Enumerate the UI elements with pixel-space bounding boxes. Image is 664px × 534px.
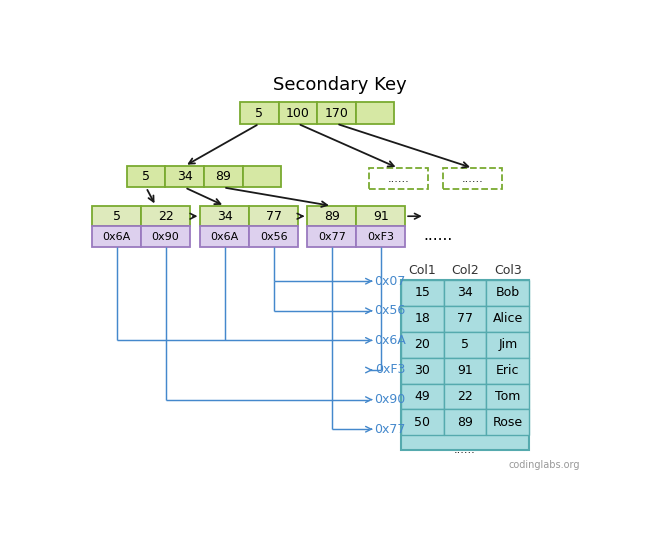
Text: 0x07: 0x07 [374, 274, 406, 288]
Text: 89: 89 [324, 210, 340, 223]
FancyBboxPatch shape [201, 206, 249, 226]
Text: 30: 30 [414, 364, 430, 377]
FancyBboxPatch shape [307, 206, 357, 226]
Text: 0x6A: 0x6A [374, 334, 406, 347]
Text: 89: 89 [457, 416, 473, 429]
Text: 22: 22 [158, 210, 173, 223]
Text: 100: 100 [286, 106, 310, 120]
Text: codinglabs.org: codinglabs.org [508, 460, 580, 470]
Text: 0x77: 0x77 [374, 423, 406, 436]
Text: 0x6A: 0x6A [210, 232, 239, 242]
Text: 0x56: 0x56 [260, 232, 288, 242]
FancyBboxPatch shape [357, 226, 405, 247]
FancyBboxPatch shape [317, 103, 356, 124]
FancyBboxPatch shape [444, 280, 487, 306]
FancyBboxPatch shape [444, 383, 487, 410]
Text: 5: 5 [461, 338, 469, 351]
Text: 5: 5 [113, 210, 121, 223]
Text: Alice: Alice [493, 312, 523, 325]
FancyBboxPatch shape [165, 166, 204, 187]
FancyBboxPatch shape [401, 280, 444, 306]
Text: 77: 77 [457, 312, 473, 325]
FancyBboxPatch shape [307, 226, 357, 247]
FancyBboxPatch shape [401, 280, 529, 450]
Text: ......: ...... [454, 445, 476, 454]
Text: Rose: Rose [493, 416, 523, 429]
Text: 18: 18 [414, 312, 430, 325]
FancyBboxPatch shape [444, 168, 503, 190]
Text: 34: 34 [177, 170, 193, 183]
FancyBboxPatch shape [487, 280, 529, 306]
FancyBboxPatch shape [356, 103, 394, 124]
FancyBboxPatch shape [487, 383, 529, 410]
FancyBboxPatch shape [279, 103, 317, 124]
Text: Bob: Bob [496, 286, 520, 300]
Text: Col2: Col2 [452, 264, 479, 277]
FancyBboxPatch shape [444, 306, 487, 332]
FancyBboxPatch shape [487, 358, 529, 383]
Text: Secondary Key: Secondary Key [274, 76, 407, 93]
FancyBboxPatch shape [444, 332, 487, 358]
FancyBboxPatch shape [141, 206, 190, 226]
Text: 0xF3: 0xF3 [375, 364, 406, 376]
Text: ......: ...... [424, 229, 453, 244]
FancyBboxPatch shape [92, 226, 141, 247]
Text: 49: 49 [414, 390, 430, 403]
FancyBboxPatch shape [487, 332, 529, 358]
FancyBboxPatch shape [487, 306, 529, 332]
Text: Col1: Col1 [408, 264, 436, 277]
Text: Tom: Tom [495, 390, 521, 403]
FancyBboxPatch shape [141, 226, 190, 247]
Text: 0x77: 0x77 [318, 232, 346, 242]
Text: 0xF3: 0xF3 [367, 232, 394, 242]
FancyBboxPatch shape [242, 166, 281, 187]
Text: 0x90: 0x90 [374, 393, 406, 406]
FancyBboxPatch shape [444, 410, 487, 435]
FancyBboxPatch shape [401, 358, 444, 383]
Text: 170: 170 [325, 106, 349, 120]
Text: 89: 89 [215, 170, 231, 183]
Text: 91: 91 [457, 364, 473, 377]
FancyBboxPatch shape [369, 168, 428, 190]
FancyBboxPatch shape [249, 206, 298, 226]
Text: 0x6A: 0x6A [102, 232, 131, 242]
Text: Jim: Jim [498, 338, 517, 351]
FancyBboxPatch shape [487, 410, 529, 435]
FancyBboxPatch shape [444, 358, 487, 383]
Text: 77: 77 [266, 210, 282, 223]
Text: Eric: Eric [496, 364, 519, 377]
FancyBboxPatch shape [204, 166, 242, 187]
FancyBboxPatch shape [92, 206, 141, 226]
FancyBboxPatch shape [127, 166, 165, 187]
FancyBboxPatch shape [357, 206, 405, 226]
Text: 50: 50 [414, 416, 430, 429]
Text: 34: 34 [457, 286, 473, 300]
FancyBboxPatch shape [401, 383, 444, 410]
Text: ......: ...... [387, 174, 409, 184]
Text: 22: 22 [457, 390, 473, 403]
FancyBboxPatch shape [401, 306, 444, 332]
Text: 34: 34 [217, 210, 232, 223]
Text: 15: 15 [414, 286, 430, 300]
Text: 91: 91 [373, 210, 388, 223]
FancyBboxPatch shape [401, 332, 444, 358]
FancyBboxPatch shape [240, 103, 279, 124]
Text: 20: 20 [414, 338, 430, 351]
Text: 5: 5 [142, 170, 150, 183]
Text: 0x56: 0x56 [374, 304, 406, 317]
Text: ......: ...... [462, 174, 483, 184]
FancyBboxPatch shape [201, 226, 249, 247]
FancyBboxPatch shape [401, 410, 444, 435]
Text: Col3: Col3 [494, 264, 522, 277]
FancyBboxPatch shape [249, 226, 298, 247]
Text: 5: 5 [255, 106, 263, 120]
Text: 0x90: 0x90 [151, 232, 179, 242]
